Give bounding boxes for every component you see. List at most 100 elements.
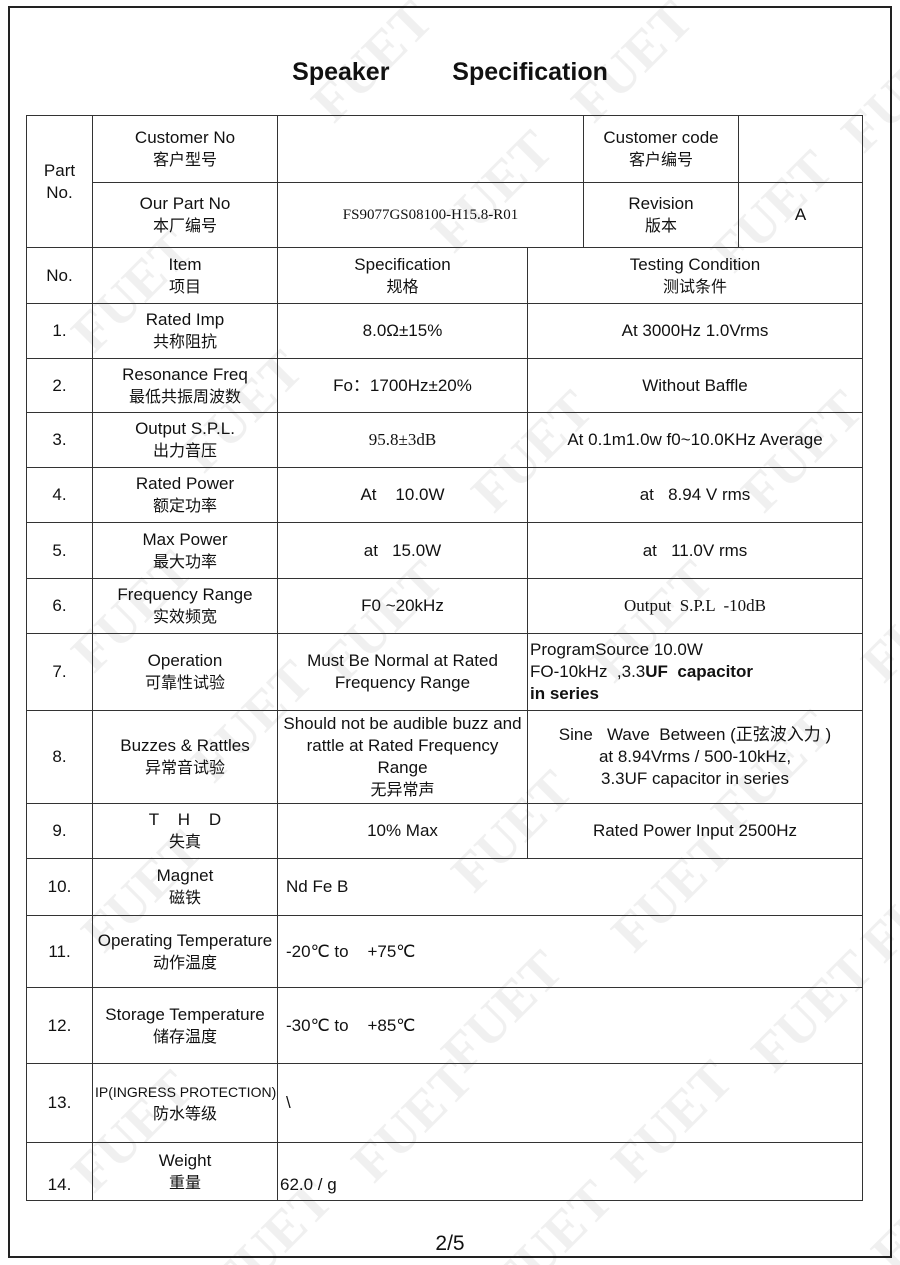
row-spec: -30℃ to +85℃ [277,987,863,1064]
customer-no-label: Customer No 客户型号 [92,115,278,183]
label-en: Specification [354,254,451,274]
spec-value: Should not be audible buzz and rattle at… [283,714,527,777]
row-item: Operating Temperature 动作温度 [92,915,278,988]
row-item: IP(INGRESS PROTECTION) 防水等级 [92,1063,278,1143]
row-no: 11. [26,915,93,988]
row-item: Storage Temperature 储存温度 [92,987,278,1064]
table-row: 3. Output S.P.L. 出力音压 95.8±3dB At 0.1m1.0w f… [26,412,863,468]
item-zh: 可靠性试验 [144,673,225,692]
spec-value: At 10.0W [360,485,445,504]
test-value: at 8.94 V rms [639,485,751,504]
row-item: T H D 失真 [92,803,278,859]
label-en: Item [168,254,202,274]
row-test: At 3000Hz 1.0Vrms [527,303,863,359]
spec-value: at 15.0W [363,540,442,560]
row-spec: F0 ~20kHz [277,578,528,634]
spec-zh: 无异常声 [370,780,435,799]
row-test: At 0.1m1.0w f0~10.0KHz Average [527,412,863,468]
label-en: Customer code [603,128,719,147]
test-text: FO-10kHz ,3.3 [530,662,646,681]
table-row: 8. Buzzes & Rattles 异常音试验 Should not be aud… [26,710,863,804]
row-item: Resonance Freq 最低共振周波数 [92,358,278,413]
item-en: Output S.P.L. [135,419,235,438]
test-line: in series [530,684,599,703]
label-zh: 版本 [644,216,677,235]
column-header-row: No. Item 项目 Specification 规格 Testing Condi… [26,247,863,304]
our-part-no-value: FS9077GS08100-H15.8-R01 [277,182,584,248]
label-zh: 规格 [386,276,419,296]
table-row: 1. Rated Imp 共称阻抗 8.0Ω±15% At 3000Hz 1.0Vrms [26,303,863,359]
row-item: Operation 可靠性试验 [92,633,278,711]
row-item: Magnet 磁铁 [92,858,278,916]
test-value: At 0.1m1.0w f0~10.0KHz Average [567,430,823,449]
spec-value: Nd Fe B [286,877,349,896]
item-zh: 防水等级 [152,1104,217,1123]
spec-value: 62.0 / g [280,1175,337,1194]
label-zh: 项目 [168,276,201,296]
table-row: 14. Weight 重量 62.0 / g [26,1142,863,1201]
row-spec: Nd Fe B [277,858,863,916]
item-en: T H D [148,810,222,829]
label-en: Our Part No [139,194,231,213]
row-item: Weight 重量 [92,1142,278,1201]
item-zh: 出力音压 [152,441,217,460]
item-zh: 储存温度 [152,1026,217,1046]
item-zh: 额定功率 [152,496,217,515]
row-item: Buzzes & Rattles 异常音试验 [92,710,278,804]
spec-value: 8.0Ω±15% [362,321,443,340]
row-spec: 10% Max [277,803,528,859]
item-en: IP(INGRESS PROTECTION) [95,1084,277,1100]
table-row: 10. Magnet 磁铁 Nd Fe B [26,858,863,916]
item-zh: 最低共振周波数 [128,386,241,406]
spec-table: Part No. Customer No 客户型号 Customer code 客户… [26,115,863,1201]
table-row: 13. IP(INGRESS PROTECTION) 防水等级 \ [26,1063,863,1143]
table-row: 9. T H D 失真 10% Max Rated Power Input 2500Hz [26,803,863,859]
label-zh: 测试条件 [662,276,727,296]
table-row: 4. Rated Power 额定功率 At 10.0W at 8.94 V rms [26,467,863,523]
table-row: 6. Frequency Range 实效频宽 F0 ~20kHz Output S.P… [26,578,863,634]
row-spec: -20℃ to +75℃ [277,915,863,988]
row-item: Output S.P.L. 出力音压 [92,412,278,468]
row-test: Output S.P.L -10dB [527,578,863,634]
item-en: Buzzes & Rattles [120,736,250,755]
row-no: 3. [26,412,93,468]
item-zh: 动作温度 [152,952,217,972]
test-line: ProgramSource 10.0W [530,640,703,659]
row-spec: at 15.0W [277,522,528,579]
table-row: 7. Operation 可靠性试验 Must Be Normal at Rated … [26,633,863,711]
row-no: 2. [26,358,93,413]
row-spec: Must Be Normal at Rated Frequency Range [277,633,528,711]
test-text: UF capacitor [645,662,753,681]
customer-code-label: Customer code 客户编号 [583,115,739,183]
row-spec: Fo：1700Hz±20% [277,358,528,413]
row-no: 6. [26,578,93,634]
item-zh: 重量 [168,1172,201,1192]
label-zh: 客户编号 [628,150,693,169]
spec-value: \ [286,1093,291,1112]
item-en: Magnet [156,866,214,885]
our-part-no-label: Our Part No 本厂编号 [92,182,278,248]
row-no: 7. [26,633,93,711]
row-spec: At 10.0W [277,467,528,523]
item-zh: 失真 [168,832,201,851]
row-spec: 95.8±3dB [277,412,528,468]
test-line: 3.3UF capacitor in series [600,769,790,788]
row-no: 8. [26,710,93,804]
item-en: Resonance Freq [122,364,248,384]
row-no: 10. [26,858,93,916]
spec-value: 95.8±3dB [368,430,437,449]
table-row: 12. Storage Temperature 储存温度 -30℃ to +85℃ [26,987,863,1064]
row-no: 1. [26,303,93,359]
spec-value: F0 ~20kHz [361,596,444,615]
test-line: Sine Wave Between (正弦波入力 ) [558,725,832,744]
row-item: Rated Imp 共称阻抗 [92,303,278,359]
row-test: Sine Wave Between (正弦波入力 ) at 8.94Vrms / … [527,710,863,804]
test-value: Without Baffle [642,375,748,395]
row-item: Frequency Range 实效频宽 [92,578,278,634]
row-spec: \ [277,1063,863,1143]
item-en: Frequency Range [117,585,253,604]
item-en: Operation [147,651,223,670]
item-en: Max Power [142,529,228,549]
row-test: at 8.94 V rms [527,467,863,523]
